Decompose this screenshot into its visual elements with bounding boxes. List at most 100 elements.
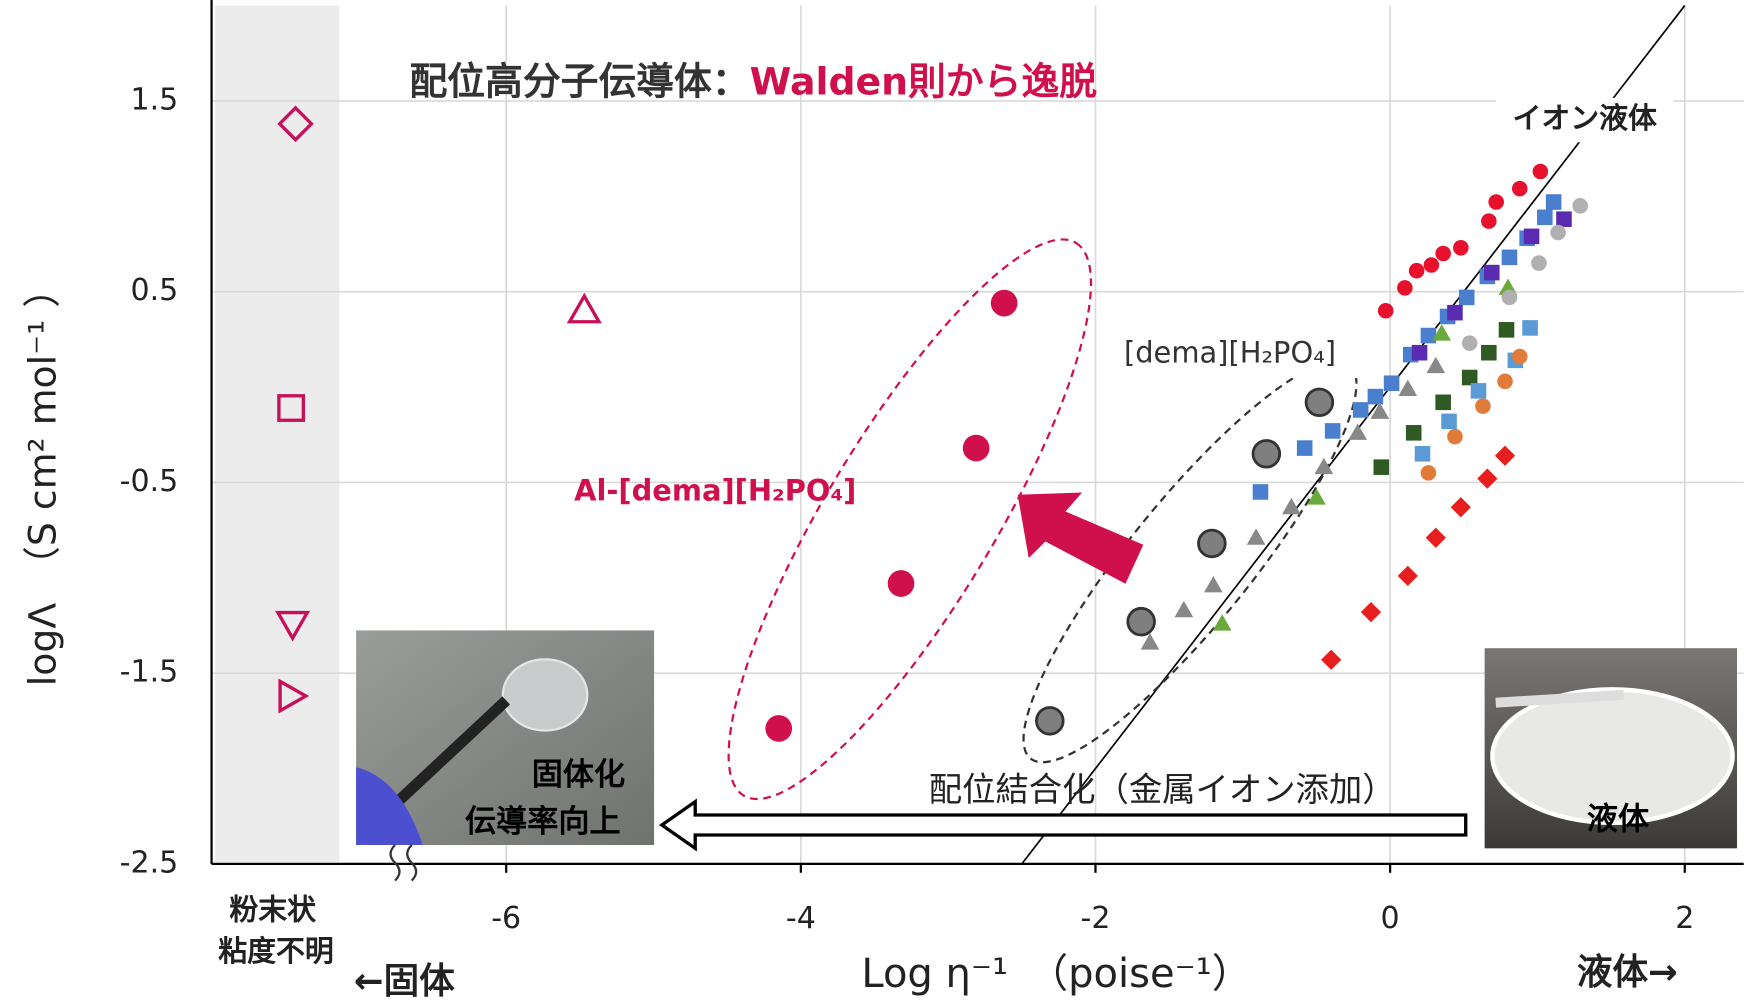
point — [1512, 349, 1528, 365]
point — [1325, 423, 1341, 439]
ref-line-label: イオン液体 — [1512, 101, 1657, 135]
point — [1247, 528, 1266, 544]
point — [1477, 468, 1497, 488]
y-tick-label: 0.5 — [130, 273, 178, 308]
point — [1550, 225, 1566, 241]
point — [1512, 181, 1528, 197]
point — [1306, 389, 1333, 416]
point — [1481, 345, 1497, 361]
series-label: Al-[dema][H₂PO₄] — [574, 474, 856, 508]
point — [1524, 229, 1540, 245]
y-tick-label: 1.5 — [130, 82, 178, 117]
series-label: [dema][H₂PO₄] — [1124, 336, 1336, 370]
point — [1036, 708, 1063, 735]
chart-title: 配位高分子伝導体：Walden則から逸脱 — [409, 59, 1097, 103]
photo-label: 固体化 — [532, 757, 625, 793]
point — [1213, 614, 1232, 630]
point — [765, 715, 792, 742]
big-arrow — [1018, 493, 1144, 584]
x-axis-label: Log η⁻¹ （poise⁻¹） — [861, 951, 1251, 997]
point — [1453, 240, 1469, 256]
point — [1175, 601, 1194, 617]
point — [1368, 389, 1384, 405]
y-axis-label: logΛ （S cm² mol⁻¹ ） — [20, 270, 64, 686]
title-part: Walden則から逸脱 — [750, 59, 1098, 103]
point — [1484, 265, 1500, 281]
photo-label: 伝導率向上 — [465, 804, 621, 840]
point — [1421, 465, 1437, 481]
point — [1447, 429, 1463, 445]
page: {"chart_data": { "type": "scatter", "tit… — [0, 0, 1744, 1004]
point — [1462, 370, 1478, 386]
point — [1378, 303, 1394, 319]
point — [1556, 211, 1572, 227]
point — [1398, 566, 1418, 586]
y-tick-label: -0.5 — [120, 464, 179, 499]
point — [1533, 164, 1549, 180]
point — [1522, 320, 1538, 336]
point — [1572, 198, 1588, 214]
point — [1447, 305, 1463, 321]
point — [1537, 210, 1553, 226]
point — [1373, 459, 1389, 475]
photo-film — [503, 659, 588, 730]
point — [1502, 290, 1518, 306]
point — [1488, 194, 1504, 210]
point — [1471, 383, 1487, 399]
x-tick-label: 2 — [1675, 901, 1694, 936]
point — [1370, 403, 1389, 419]
point — [1384, 375, 1400, 391]
point — [1398, 380, 1417, 396]
point — [1451, 497, 1471, 517]
y-tick-label: -2.5 — [120, 845, 179, 880]
point — [1199, 530, 1226, 557]
point — [1348, 423, 1367, 439]
powder-label: 粘度不明 — [218, 934, 334, 968]
solid-side-label: ←固体 — [354, 961, 455, 1002]
point — [1409, 263, 1425, 279]
point — [1499, 322, 1515, 338]
x-tick-label: 0 — [1381, 901, 1400, 936]
point — [1128, 608, 1155, 635]
point — [1415, 446, 1431, 462]
powder-label: 粉末状 — [229, 893, 316, 927]
point — [1502, 250, 1518, 266]
point — [1481, 213, 1497, 229]
point — [1459, 290, 1475, 306]
point — [1424, 257, 1440, 273]
point — [1531, 255, 1547, 271]
point — [1297, 440, 1313, 456]
point — [1495, 446, 1515, 466]
point — [1546, 194, 1562, 210]
x-tick-label: -6 — [491, 901, 521, 936]
point — [1361, 602, 1381, 622]
point — [1406, 425, 1422, 441]
point — [963, 435, 990, 462]
photo-label: 液体 — [1587, 802, 1650, 838]
point — [1204, 576, 1223, 592]
process-label: 配位結合化（金属イオン添加） — [929, 770, 1396, 809]
point — [1475, 398, 1491, 414]
x-tick-label: -4 — [786, 901, 816, 936]
liquid-side-label: 液体→ — [1577, 952, 1678, 993]
point — [1353, 402, 1369, 418]
powder-band — [215, 6, 340, 862]
point — [1421, 328, 1437, 344]
point — [1435, 246, 1451, 262]
title-part: 配位高分子伝導体： — [409, 59, 749, 103]
point — [1426, 528, 1446, 548]
point — [1253, 484, 1269, 500]
point — [1441, 414, 1457, 430]
point — [1435, 395, 1451, 411]
point — [1497, 374, 1513, 390]
point — [1397, 280, 1413, 296]
y-tick-label: -1.5 — [120, 655, 179, 690]
point — [991, 290, 1018, 317]
point — [1462, 335, 1478, 351]
chart: イオン液体 [dema][H₂PO₄] Al-[dema][H₂PO₄] 配位高… — [0, 0, 1744, 1004]
point — [1426, 357, 1445, 373]
point — [1253, 440, 1280, 467]
point — [570, 296, 599, 322]
x-tick-label: -2 — [1081, 901, 1111, 936]
point — [888, 570, 915, 597]
